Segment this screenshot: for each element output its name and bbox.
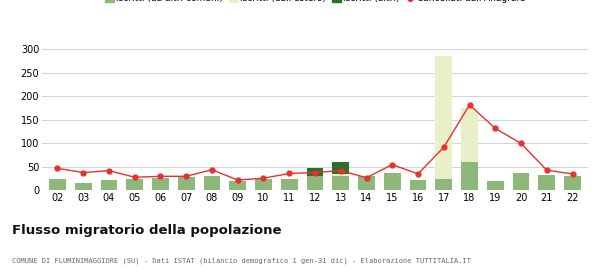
Bar [75, 183, 92, 190]
Bar [410, 180, 427, 190]
Bar [178, 177, 194, 190]
Bar [332, 174, 349, 176]
Bar [538, 175, 555, 190]
Bar [436, 179, 452, 190]
Bar [436, 56, 452, 179]
Bar [332, 176, 349, 190]
Bar [461, 162, 478, 190]
Bar [307, 176, 323, 190]
Bar [255, 179, 272, 190]
Bar [512, 172, 529, 190]
Bar [281, 179, 298, 190]
Bar [229, 181, 246, 190]
Bar [487, 181, 503, 190]
Legend: Iscritti (da altri comuni), Iscritti (dall'estero), Iscritti (altri), Cancellati: Iscritti (da altri comuni), Iscritti (da… [104, 0, 526, 3]
Bar [152, 178, 169, 190]
Bar [49, 179, 66, 190]
Bar [461, 108, 478, 162]
Bar [307, 168, 323, 176]
Bar [332, 162, 349, 174]
Bar [358, 176, 375, 190]
Bar [564, 176, 581, 190]
Bar [384, 172, 401, 190]
Bar [127, 179, 143, 190]
Bar [203, 176, 220, 190]
Text: COMUNE DI FLUMINIMAGGIORE (SU) - Dati ISTAT (bilancio demografico 1 gen-31 dic) : COMUNE DI FLUMINIMAGGIORE (SU) - Dati IS… [12, 258, 471, 264]
Text: Flusso migratorio della popolazione: Flusso migratorio della popolazione [12, 224, 281, 237]
Bar [101, 180, 118, 190]
